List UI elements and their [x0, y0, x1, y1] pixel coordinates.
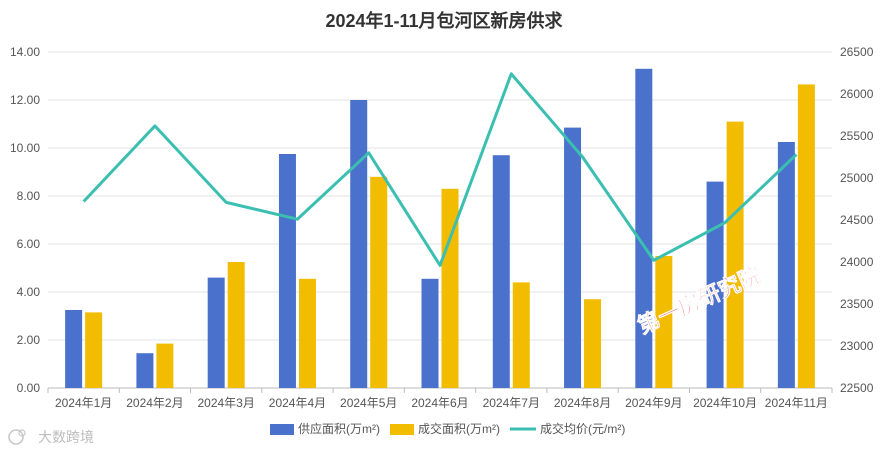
y-left-tick-label: 12.00	[10, 93, 40, 107]
x-axis: 2024年1月 2024年2月 2024年3月 2024年4月 2024年5月 2024年…	[47, 388, 833, 410]
y-right-tick-label: 26000	[840, 87, 874, 101]
y-right-tick-label: 23000	[840, 339, 874, 353]
deal-bar	[797, 84, 815, 389]
x-tick-label: 2024年5月	[340, 396, 397, 410]
x-tick-label: 2024年2月	[126, 396, 183, 410]
deal-bar	[655, 256, 673, 388]
x-tick-label: 2024年11月	[765, 396, 828, 410]
legend: 供应面积(万m²) 成交面积(万m²) 成交均价(元/m²)	[270, 421, 625, 436]
x-tick-label: 2024年8月	[554, 396, 611, 410]
watermark-logo: 大数跨境	[8, 429, 94, 445]
legend-swatch	[270, 424, 294, 435]
deal-bar	[370, 176, 388, 388]
x-tick-label: 2024年1月	[55, 396, 112, 410]
y-right-tick-label: 25500	[840, 129, 874, 143]
supply-bar	[350, 100, 368, 388]
supply-bar	[207, 277, 225, 388]
supply-bar	[564, 127, 582, 388]
gridlines	[48, 51, 832, 389]
y-right-tick-label: 26500	[840, 45, 874, 59]
y-right-tick-label: 25000	[840, 171, 874, 185]
y-left-tick-label: 6.00	[17, 237, 41, 251]
supply-bar	[492, 155, 510, 388]
y-left-tick-label: 8.00	[17, 189, 41, 203]
y-left-tick-label: 10.00	[10, 141, 40, 155]
deal-bar	[85, 312, 103, 388]
legend-label: 成交面积(万m²)	[418, 421, 500, 436]
y-right-tick-label: 22500	[840, 381, 874, 395]
deal-bar	[156, 343, 174, 388]
y-right-tick-label: 23500	[840, 297, 874, 311]
watermark-logo-text: 大数跨境	[38, 429, 94, 445]
y-axis-left: 0.00 2.00 4.00 6.00 8.00 10.00 12.00 14.00	[10, 45, 40, 395]
chart-title: 2024年1-11月包河区新房供求	[325, 10, 563, 31]
stamp-text: 第一房研究院	[634, 262, 765, 339]
supply-bar	[278, 154, 296, 388]
y-left-tick-label: 14.00	[10, 45, 40, 59]
supply-bar	[421, 278, 439, 388]
deal-bar	[227, 262, 245, 388]
x-tick-label: 2024年4月	[269, 396, 326, 410]
legend-item: 成交面积(万m²)	[390, 421, 500, 436]
price-line-path	[82, 72, 798, 267]
supply-bar	[136, 353, 154, 388]
watermark-logo-icon	[8, 429, 26, 445]
x-tick-label: 2024年9月	[625, 396, 682, 410]
x-tick-label: 2024年6月	[411, 396, 468, 410]
y-left-tick-label: 4.00	[17, 285, 41, 299]
x-tick-label: 2024年7月	[483, 396, 540, 410]
deal-bar	[726, 121, 744, 388]
x-tick-label: 2024年3月	[197, 396, 254, 410]
legend-swatch	[390, 424, 414, 435]
legend-label: 供应面积(万m²)	[298, 421, 380, 436]
y-right-tick-label: 24500	[840, 213, 874, 227]
stamp-watermark: 第一房研究院	[634, 262, 765, 339]
supply-bar	[635, 68, 653, 389]
supply-bar	[706, 181, 724, 388]
legend-item: 供应面积(万m²)	[270, 421, 380, 436]
legend-item: 成交均价(元/m²)	[510, 421, 625, 436]
price-line	[82, 72, 798, 267]
x-tick-label: 2024年10月	[693, 396, 757, 410]
y-right-tick-label: 24000	[840, 255, 874, 269]
deal-bar	[512, 282, 530, 388]
supply-bar	[777, 142, 795, 388]
supply-bar	[65, 310, 83, 388]
deal-bar	[584, 299, 602, 388]
bars	[65, 68, 815, 389]
legend-label: 成交均价(元/m²)	[540, 421, 625, 436]
y-axis-right: 22500 23000 23500 24000 24500 25000 25500 26000…	[840, 45, 874, 395]
y-left-tick-label: 2.00	[17, 333, 41, 347]
deal-bar	[298, 278, 316, 388]
y-left-tick-label: 0.00	[17, 381, 41, 395]
deal-bar	[441, 188, 459, 388]
